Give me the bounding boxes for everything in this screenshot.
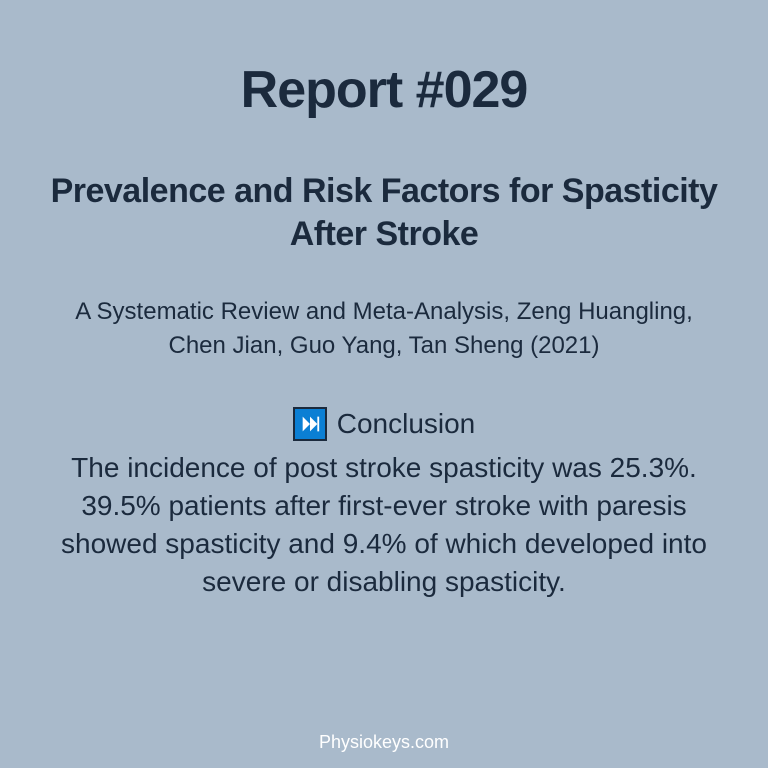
- conclusion-text: The incidence of post stroke spasticity …: [50, 449, 718, 600]
- conclusion-header: Conclusion: [293, 407, 476, 441]
- footer-brand: Physiokeys.com: [0, 732, 768, 753]
- conclusion-label: Conclusion: [337, 408, 476, 440]
- report-subtitle: A Systematic Review and Meta-Analysis, Z…: [50, 295, 718, 362]
- report-number: Report #029: [241, 60, 528, 120]
- skip-forward-icon: [293, 407, 327, 441]
- report-title: Prevalence and Risk Factors for Spastici…: [50, 170, 718, 255]
